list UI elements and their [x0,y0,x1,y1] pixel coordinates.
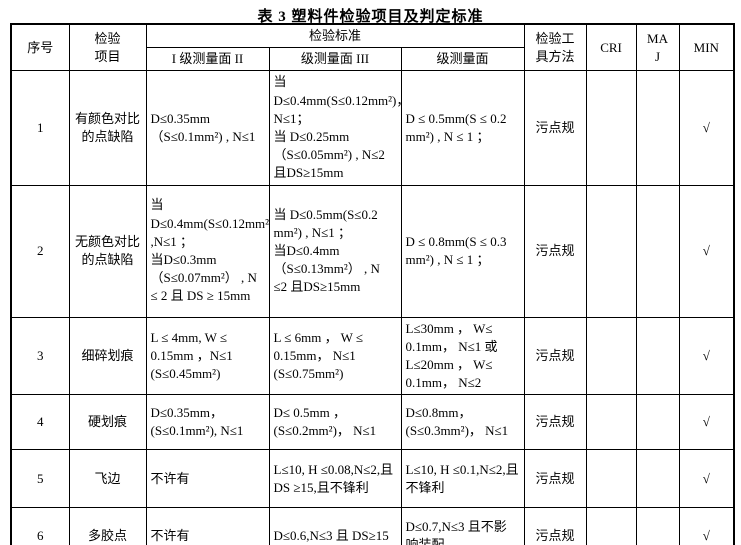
cell-standard-grade2: L ≤ 6mm ， W ≤ 0.15mm， N≤1 (S≤0.75mm²) [268,316,402,396]
cell-serial-no: 2 [10,184,70,318]
cell-standard-grade3: L≤10, H ≤0.1,N≤2,且不锋利 [400,449,525,509]
cell-inspection-item: 硬划痕 [68,394,147,451]
table-title: 表 3 塑料件检验项目及判定标准 [257,9,484,25]
cell-standard-grade2: L≤10, H ≤0.08,N≤2,且 DS ≥15,且不锋利 [268,449,402,509]
cell-min-checkmark: √ [678,394,735,451]
cell-standard-grade1: L ≤ 4mm, W ≤ 0.15mm ，N≤1 (S≤0.45mm²) [145,316,270,396]
cell-cri [585,394,637,451]
cell-standard-grade1: 不许有 [145,449,270,509]
cell-standard-grade1: D≤0.35mm， (S≤0.1mm²), N≤1 [145,394,270,451]
cell-maj [635,184,680,318]
cell-serial-no: 1 [10,70,70,186]
header-row-1: 序号 检验 项目 检验标准 检验工 具方法 CRI MA J MIN [10,23,735,72]
cell-tool: 污点规 [523,316,587,396]
cell-tool: 污点规 [523,394,587,451]
cell-serial-no: 6 [10,507,70,545]
cell-inspection-item: 有颜色对比的点缺陷 [68,70,147,186]
header-serial-no: 序号 [10,23,70,72]
cell-min-checkmark: √ [678,316,735,396]
cell-standard-grade3: D≤0.8mm， (S≤0.3mm²)， N≤1 [400,394,525,451]
cell-standard-grade3: L≤30mm ， W≤ 0.1mm， N≤1 或 L≤20mm ， W≤ 0.1… [400,316,525,396]
cell-inspection-item: 无颜色对比的点缺陷 [68,184,147,318]
cell-standard-grade2: D≤0.6,N≤3 且 DS≥15 [268,507,402,545]
cell-cri [585,70,637,186]
cell-min-checkmark: √ [678,70,735,186]
header-inspection-item: 检验 项目 [68,23,147,72]
cell-serial-no: 4 [10,394,70,451]
cell-cri [585,507,637,545]
cell-inspection-item: 飞边 [68,449,147,509]
table-row: 1 有颜色对比的点缺陷 D≤0.35mm （S≤0.1mm²) , N≤1 当 … [10,70,735,186]
header-surface-grade-3: 级测量面 [400,47,525,72]
cell-maj [635,449,680,509]
header-row-2: I 级测量面 II 级测量面 III 级测量面 [11,47,734,72]
cell-min-checkmark: √ [678,507,735,545]
cell-standard-grade3: D ≤ 0.8mm(S ≤ 0.3 mm²) , N ≤ 1 ； [400,184,525,318]
table-row: 2 无颜色对比的点缺陷 当 D≤0.4mm(S≤0.12mm²) ,N≤1 ； … [10,184,735,318]
cell-standard-grade2: D≤ 0.5mm ， (S≤0.2mm²)， N≤1 [268,394,402,451]
header-inspection-standard: 检验标准 [145,23,525,49]
cell-min-checkmark: √ [678,184,735,318]
cell-cri [585,184,637,318]
cell-tool: 污点规 [523,184,587,318]
cell-cri [585,449,637,509]
cell-serial-no: 5 [10,449,70,509]
cell-tool: 污点规 [523,507,587,545]
header-min: MIN [678,23,735,72]
cell-tool: 污点规 [523,70,587,186]
cell-tool: 污点规 [523,449,587,509]
header-surface-grade-2: 级测量面 III [268,47,402,72]
cell-standard-grade1: 当 D≤0.4mm(S≤0.12mm²) ,N≤1 ； 当D≤0.3mm （S≤… [145,184,270,318]
header-maj: MA J [635,23,680,72]
cell-standard-grade3: D ≤ 0.5mm(S ≤ 0.2 mm²) , N ≤ 1 ； [400,70,525,186]
cell-maj [635,70,680,186]
header-cri: CRI [585,23,637,72]
cell-maj [635,316,680,396]
inspection-table: 序号 检验 项目 检验标准 检验工 具方法 CRI MA J MIN I 级测量… [10,23,736,545]
cell-standard-grade2: 当 D≤0.4mm(S≤0.12mm²)，N≤1； 当 D≤0.25mm （S≤… [268,70,402,186]
header-tool-method: 检验工 具方法 [523,23,587,72]
table-row: 4 硬划痕 D≤0.35mm， (S≤0.1mm²), N≤1 D≤ 0.5mm… [10,394,735,451]
cell-maj [635,507,680,545]
cell-standard-grade1: D≤0.35mm （S≤0.1mm²) , N≤1 [145,70,270,186]
cell-maj [635,394,680,451]
cell-inspection-item: 多胶点 [68,507,147,545]
table-row: 5 飞边 不许有 L≤10, H ≤0.08,N≤2,且 DS ≥15,且不锋利… [10,449,735,509]
table-row: 3 细碎划痕 L ≤ 4mm, W ≤ 0.15mm ，N≤1 (S≤0.45m… [10,316,735,396]
table-row: 6 多胶点 不许有 D≤0.6,N≤3 且 DS≥15 D≤0.7,N≤3 且不… [10,507,735,545]
cell-serial-no: 3 [10,316,70,396]
cell-standard-grade1: 不许有 [145,507,270,545]
header-surface-grade-1: I 级测量面 II [145,47,270,72]
cell-standard-grade2: 当 D≤0.5mm(S≤0.2 mm²) , N≤1 ； 当D≤0.4mm （S… [268,184,402,318]
cell-min-checkmark: √ [678,449,735,509]
cell-inspection-item: 细碎划痕 [68,316,147,396]
cell-standard-grade3: D≤0.7,N≤3 且不影响装配 [400,507,525,545]
cell-cri [585,316,637,396]
